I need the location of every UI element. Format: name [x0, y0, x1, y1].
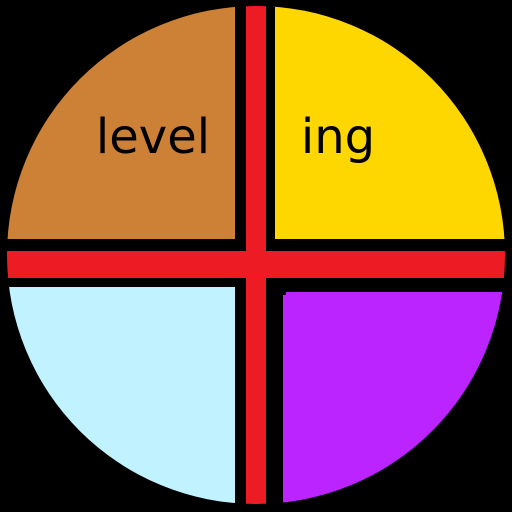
divider-edge-corner — [270, 285, 286, 295]
divider-horizontal — [7, 251, 505, 278]
label-top-left: level — [96, 109, 210, 165]
quadrant-bottom-right[interactable] — [283, 292, 512, 512]
quadrant-bottom-left[interactable] — [0, 285, 235, 512]
label-top-right: ing — [301, 109, 375, 165]
